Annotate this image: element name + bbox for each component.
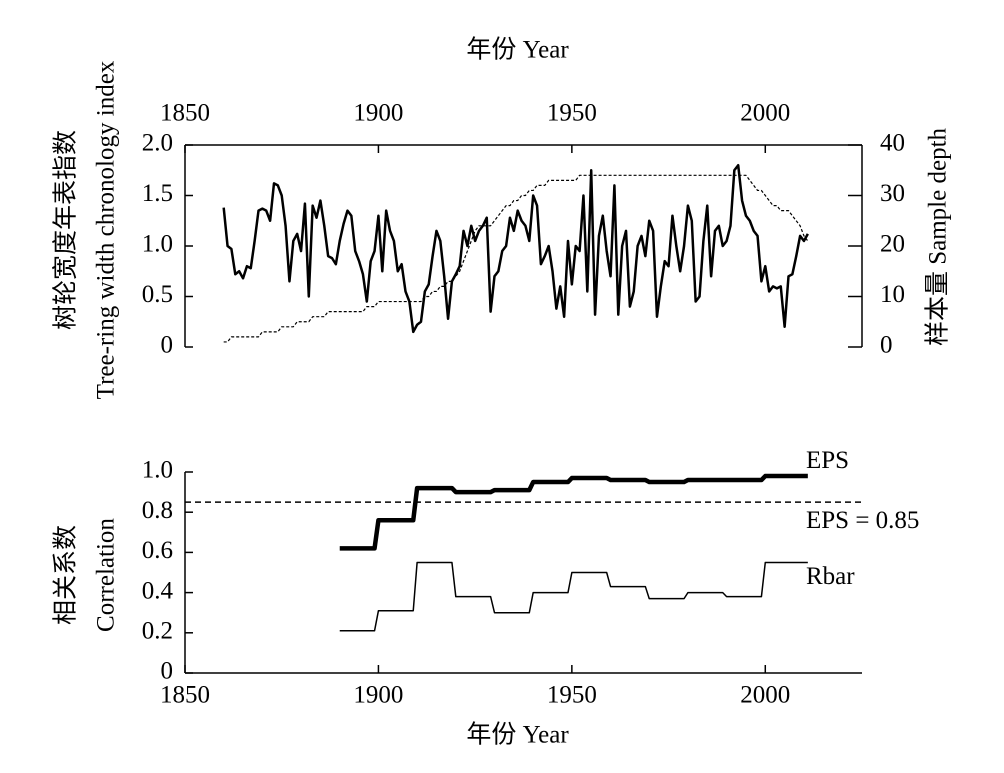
y2-tick-label: 40 — [880, 130, 905, 157]
y2-axis-label: 样本量 Sample depth — [924, 127, 952, 346]
y-tick-label: 0 — [161, 658, 174, 685]
x-tick-label: 1900 — [353, 100, 403, 127]
y-axis-label: 相关系数 — [52, 525, 80, 625]
y2-tick-label: 10 — [880, 281, 905, 308]
y-tick-label: 1.0 — [142, 231, 173, 258]
threshold-label: EPS = 0.85 — [806, 507, 919, 534]
series-line — [222, 163, 809, 334]
y2-tick-label: 30 — [880, 180, 905, 207]
x-tick-label: 1900 — [353, 682, 403, 709]
series-label: EPS — [806, 447, 849, 474]
series-line — [223, 174, 809, 343]
x-axis-label: 年份 Year — [466, 36, 569, 64]
x-tick-label: 1950 — [547, 682, 597, 709]
series-line — [339, 473, 808, 551]
x-tick-label: 2000 — [740, 100, 790, 127]
y-tick-label: 0.5 — [142, 281, 173, 308]
y-tick-label: 2.0 — [142, 130, 173, 157]
x-tick-label: 1950 — [547, 100, 597, 127]
y-tick-label: 1.0 — [142, 457, 173, 484]
series-line — [339, 561, 808, 632]
y-axis-label: Tree-ring width chronology index — [93, 60, 120, 399]
y-tick-label: 0.6 — [142, 537, 173, 564]
x-tick-label: 2000 — [740, 682, 790, 709]
y-tick-label: 0.4 — [142, 577, 174, 604]
series-label: Rbar — [806, 563, 855, 590]
x-tick-label: 1850 — [160, 682, 210, 709]
x-tick-label: 1850 — [160, 100, 210, 127]
y-tick-label: 0.8 — [142, 497, 173, 524]
y-tick-label: 1.5 — [142, 180, 173, 207]
x-axis-label: 年份 Year — [466, 721, 569, 749]
y-tick-label: 0.2 — [142, 618, 173, 645]
y2-tick-label: 20 — [880, 231, 905, 258]
y-axis-label: Correlation — [93, 518, 120, 632]
y2-tick-label: 0 — [880, 332, 893, 359]
y-axis-label: 树轮宽度年表指数 — [52, 130, 80, 330]
y-tick-label: 0 — [161, 332, 174, 359]
